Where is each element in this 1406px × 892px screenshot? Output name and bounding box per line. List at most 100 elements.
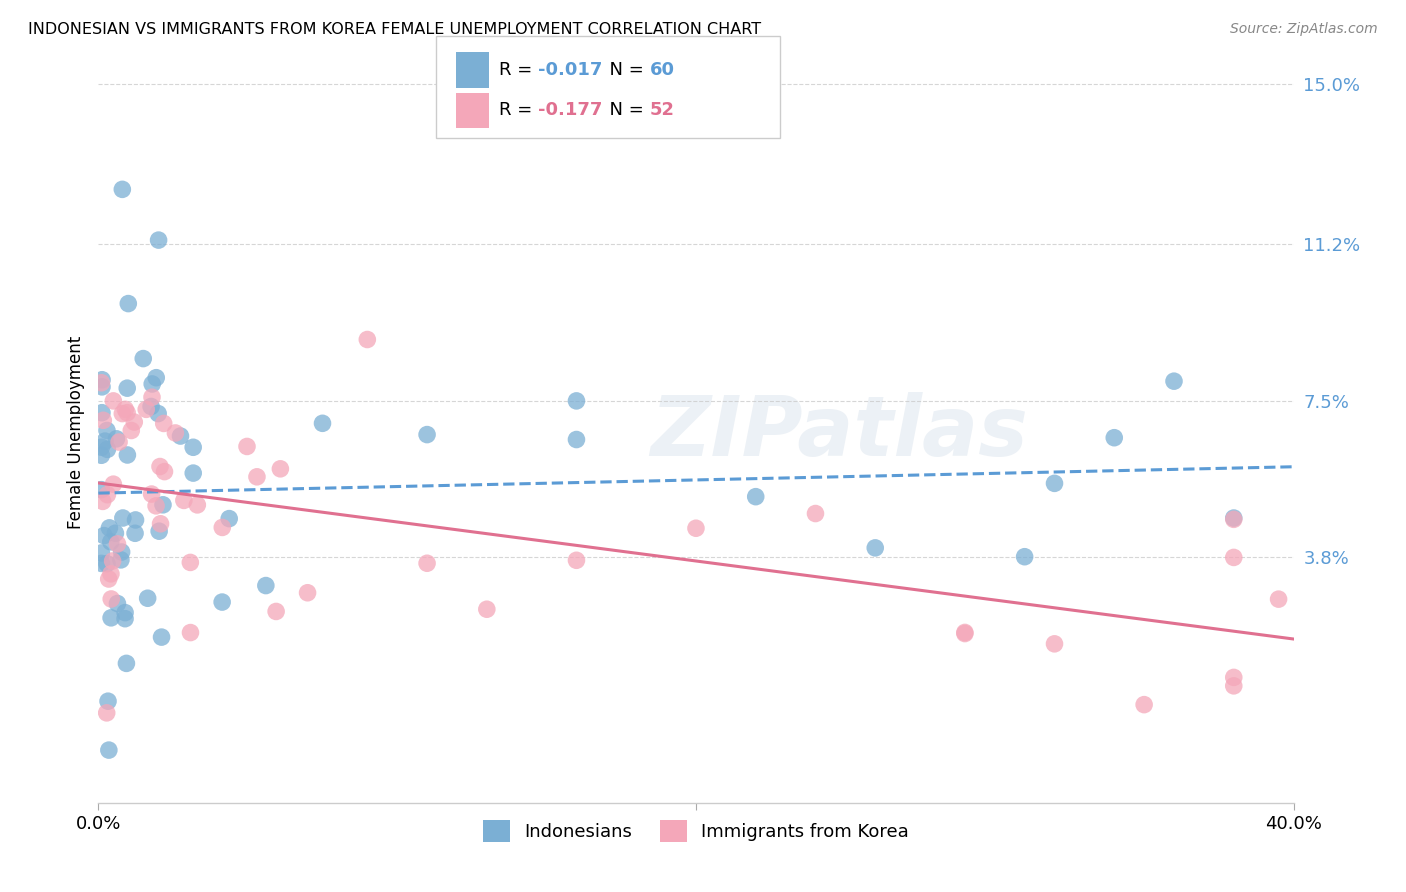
Point <box>254 578 277 592</box>
Point <box>107 537 129 551</box>
Text: 52: 52 <box>650 102 675 120</box>
Point <box>117 296 139 310</box>
Point <box>124 415 146 429</box>
Point <box>1267 592 1289 607</box>
Point <box>565 553 588 567</box>
Point <box>91 494 114 508</box>
Point <box>297 586 319 600</box>
Point <box>953 626 976 640</box>
Point <box>124 526 146 541</box>
Point <box>139 400 162 414</box>
Point <box>141 376 163 391</box>
Point <box>416 427 439 442</box>
Point <box>111 545 134 559</box>
Point <box>246 470 269 484</box>
Text: -0.017: -0.017 <box>538 62 603 79</box>
Point <box>96 424 118 438</box>
Point <box>565 393 588 408</box>
Point <box>117 448 139 462</box>
Legend: Indonesians, Immigrants from Korea: Indonesians, Immigrants from Korea <box>475 813 917 849</box>
Point <box>91 380 114 394</box>
Point <box>114 606 136 620</box>
Point <box>565 433 588 447</box>
Point <box>90 557 112 571</box>
Point <box>90 546 112 560</box>
Text: INDONESIAN VS IMMIGRANTS FROM KOREA FEMALE UNEMPLOYMENT CORRELATION CHART: INDONESIAN VS IMMIGRANTS FROM KOREA FEMA… <box>28 22 761 37</box>
Point <box>115 406 138 420</box>
Point <box>97 572 120 586</box>
Text: R =: R = <box>499 62 538 79</box>
Point <box>145 370 167 384</box>
Point <box>97 694 120 708</box>
Point <box>149 459 172 474</box>
Point <box>150 630 173 644</box>
Point <box>179 556 201 570</box>
Point <box>91 413 114 427</box>
Point <box>96 488 118 502</box>
Point <box>110 553 132 567</box>
Point <box>181 440 204 454</box>
Point <box>90 448 112 462</box>
Point <box>1104 431 1126 445</box>
Text: 60: 60 <box>650 62 675 79</box>
Point <box>111 407 134 421</box>
Point <box>120 424 142 438</box>
Point <box>96 442 118 457</box>
Point <box>111 182 134 196</box>
Point <box>264 604 287 618</box>
Point <box>1043 637 1066 651</box>
Point <box>91 406 114 420</box>
Point <box>90 376 112 390</box>
Point <box>1223 679 1246 693</box>
Point <box>149 516 172 531</box>
Point <box>218 511 240 525</box>
Point <box>1223 512 1246 526</box>
Point <box>96 706 118 720</box>
Point <box>1223 550 1246 565</box>
Point <box>96 557 118 571</box>
Point <box>114 612 136 626</box>
Point <box>475 602 498 616</box>
Y-axis label: Female Unemployment: Female Unemployment <box>66 336 84 529</box>
Point <box>211 595 233 609</box>
Point <box>90 483 112 497</box>
Point <box>1223 670 1246 684</box>
Point <box>745 490 768 504</box>
Point <box>94 434 117 449</box>
Point <box>104 526 127 541</box>
Point <box>136 591 159 606</box>
Point <box>416 556 439 570</box>
Point <box>685 521 707 535</box>
Point <box>141 487 163 501</box>
Point <box>91 373 114 387</box>
Point <box>1014 549 1036 564</box>
Point <box>152 498 174 512</box>
Point <box>111 511 134 525</box>
Point <box>93 528 115 542</box>
Point <box>1133 698 1156 712</box>
Point <box>115 657 138 671</box>
Point <box>1163 374 1185 388</box>
Point <box>165 425 187 440</box>
Point <box>115 381 138 395</box>
Point <box>153 465 176 479</box>
Point <box>124 513 146 527</box>
Point <box>100 566 122 581</box>
Point <box>181 466 204 480</box>
Point <box>101 554 124 568</box>
Point <box>145 499 167 513</box>
Point <box>148 233 170 247</box>
Point <box>105 432 128 446</box>
Text: N =: N = <box>598 102 650 120</box>
Point <box>148 407 170 421</box>
Point <box>186 498 208 512</box>
Point <box>98 521 121 535</box>
Point <box>132 351 155 366</box>
Point <box>141 390 163 404</box>
Point <box>100 534 122 549</box>
Point <box>865 541 887 555</box>
Text: N =: N = <box>598 62 650 79</box>
Point <box>100 611 122 625</box>
Text: -0.177: -0.177 <box>538 102 603 120</box>
Point <box>1043 476 1066 491</box>
